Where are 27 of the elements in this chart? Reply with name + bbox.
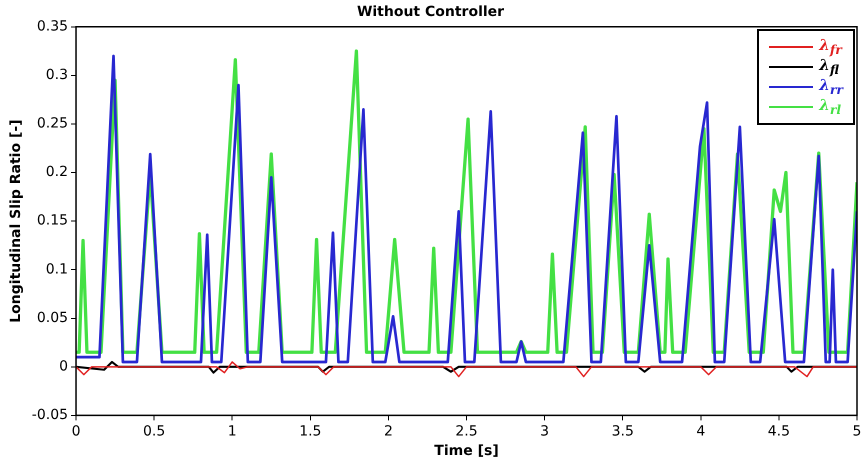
y-tick-label: 0.2 <box>46 164 68 180</box>
y-tick-label: 0.3 <box>46 67 68 84</box>
x-tick-label: 0 <box>72 423 80 440</box>
x-tick-label: 1 <box>228 423 237 440</box>
x-tick-label: 4 <box>696 423 706 440</box>
x-tick-label: 2.5 <box>455 423 478 440</box>
x-tick-label: 2 <box>384 423 393 440</box>
x-axis-title: Time [s] <box>434 443 499 460</box>
y-tick-label: 0.05 <box>36 310 68 326</box>
x-tick-label: 3 <box>540 423 550 440</box>
legend-label: λ$_{rl}$ <box>819 96 842 118</box>
legend-label: λ$_{fl}$ <box>819 56 839 78</box>
legend-label: λ$_{rr}$ <box>819 76 843 98</box>
x-tick-label: 0.5 <box>142 423 166 440</box>
y-tick-label: 0.15 <box>36 212 68 229</box>
y-tick-label: 0 <box>59 358 68 374</box>
x-tick-label: 5 <box>852 423 862 440</box>
x-tick-label: 3.5 <box>612 423 634 440</box>
x-tick-label: 1.5 <box>299 423 322 440</box>
y-tick-label: 0.25 <box>36 116 68 132</box>
y-tick-label: -0.05 <box>32 407 68 424</box>
chart-title: Without Controller <box>356 4 504 20</box>
y-axis-title: Longitudinal Slip Ratio [-] <box>8 119 24 323</box>
y-tick-label: 0.35 <box>36 18 68 34</box>
legend-label: λ$_{fr}$ <box>819 36 842 58</box>
y-tick-label: 0.1 <box>46 261 68 278</box>
x-tick-label: 4.5 <box>768 423 790 440</box>
